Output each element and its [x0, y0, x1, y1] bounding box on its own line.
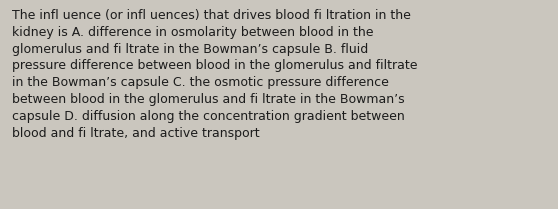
- Text: The infl uence (or infl uences) that drives blood fi ltration in the
kidney is A: The infl uence (or infl uences) that dri…: [12, 9, 417, 140]
